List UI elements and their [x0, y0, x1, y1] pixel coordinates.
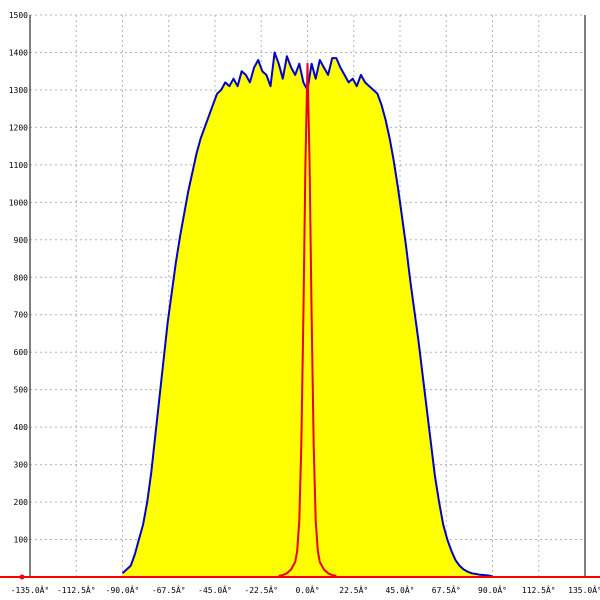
y-tick-label: 1200 — [9, 123, 28, 132]
x-tick-label: 45.0Â° — [386, 584, 415, 595]
x-tick-label: 0.0Â° — [295, 584, 319, 595]
x-tick-label: -112.5Â° — [57, 584, 96, 595]
y-tick-label: 200 — [14, 498, 29, 507]
y-tick-label: 1300 — [9, 86, 28, 95]
y-tick-label: 1000 — [9, 198, 28, 207]
x-tick-label: 22.5Â° — [339, 584, 368, 595]
x-tick-label: 67.5Â° — [432, 584, 461, 595]
x-tick-label: -45.0Â° — [198, 584, 232, 595]
series-lines — [121, 51, 493, 578]
x-tick-label: -67.5Â° — [152, 584, 186, 595]
series-area — [122, 52, 493, 577]
y-tick-label: 600 — [14, 348, 29, 357]
y-tick-label: 100 — [14, 536, 29, 545]
origin-marker — [19, 574, 25, 580]
series-1-area — [122, 52, 493, 577]
x-tick-labels: -135.0Â° -112.5Â° -90.0Â° -67.5Â° -45.0Â° -22… — [11, 584, 600, 595]
y-tick-labels: 100 200 300 400 500 600 700 800 900 1000 1100 1200 1… — [9, 11, 28, 545]
x-tick-label: 112.5Â° — [522, 584, 556, 595]
y-tick-label: 700 — [14, 311, 29, 320]
y-tick-label: 300 — [14, 461, 29, 470]
y-tick-label: 1100 — [9, 161, 28, 170]
y-tick-label: 500 — [14, 386, 29, 395]
y-tick-label: 1400 — [9, 48, 28, 57]
y-tick-label: 900 — [14, 236, 29, 245]
x-tick-label: -90.0Â° — [106, 584, 140, 595]
x-tick-label: 135.0Â° — [568, 584, 600, 595]
x-tick-label: 90.0Â° — [478, 584, 507, 595]
axes — [0, 15, 600, 580]
y-tick-label: 400 — [14, 423, 29, 432]
y-tick-label: 800 — [14, 273, 29, 282]
x-tick-label: -135.0Â° — [11, 584, 50, 595]
series-2-line — [278, 62, 337, 577]
y-tick-label: 1500 — [9, 11, 28, 20]
x-tick-label: -22.5Â° — [244, 584, 278, 595]
